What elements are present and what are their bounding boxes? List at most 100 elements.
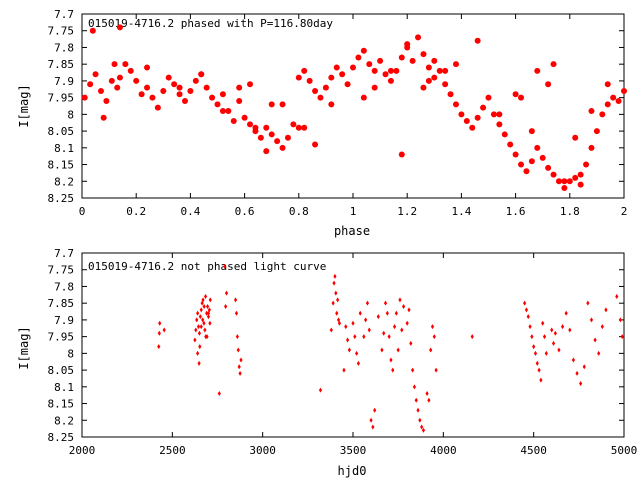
unphased-data-point [539, 377, 543, 383]
unphased-y-tick-label: 7.9 [54, 314, 74, 327]
phased-data-point [452, 101, 459, 108]
unphased-data-point [553, 330, 557, 336]
phased-data-point [518, 94, 525, 101]
phased-data-point [279, 101, 286, 108]
phased-data-point [501, 131, 508, 138]
unphased-data-point [589, 317, 594, 323]
unphased-data-point [528, 324, 532, 330]
unphased-data-point [336, 317, 341, 323]
phased-chart-title: 015019-4716.2 phased with P=116.80day [88, 17, 333, 30]
phased-data-point [583, 161, 590, 168]
phased-data-point [528, 158, 535, 165]
phased-data-point [355, 54, 362, 61]
unphased-data-point [401, 304, 406, 310]
phased-data-point [295, 124, 302, 131]
phased-data-point [301, 124, 308, 131]
unphased-data-point [332, 280, 336, 286]
unphased-y-tick-label: 7.85 [48, 297, 75, 310]
unphased-x-tick-label: 4500 [520, 444, 547, 457]
phased-x-tick-label: 1.2 [397, 205, 417, 218]
unphased-data-point [414, 397, 418, 403]
phased-data-point [263, 148, 270, 155]
phased-data-point [97, 87, 104, 94]
phased-data-point [447, 91, 454, 98]
unphased-data-point [198, 344, 202, 350]
unphased-data-point [233, 297, 238, 303]
unphased-data-point [425, 391, 429, 397]
phased-data-point [241, 114, 248, 121]
unphased-data-point [523, 300, 527, 306]
phased-data-point [572, 174, 579, 181]
unphased-y-tick-label: 8.25 [48, 431, 75, 444]
phased-y-tick-label: 7.7 [54, 8, 74, 21]
unphased-data-point [236, 347, 240, 353]
phased-data-point [176, 84, 183, 91]
unphased-y-tick-label: 8.15 [48, 398, 75, 411]
phased-data-point [149, 94, 156, 101]
unphased-data-point [356, 360, 361, 366]
phased-data-point [539, 154, 546, 161]
phased-data-point [512, 151, 519, 158]
phased-data-point [534, 144, 541, 151]
phased-data-point [588, 144, 595, 151]
unphased-data-point [238, 370, 242, 376]
phased-data-point [485, 94, 492, 101]
unphased-data-point [427, 397, 431, 403]
unphased-data-point [429, 347, 433, 353]
phased-data-point [350, 64, 356, 71]
unphased-data-point [568, 327, 572, 333]
unphased-data-point [208, 320, 212, 326]
phased-data-point [490, 111, 497, 118]
phased-data-point [344, 81, 351, 88]
unphased-data-point [193, 337, 197, 343]
unphased-data-point [205, 304, 210, 310]
phased-data-point [181, 97, 188, 104]
phased-data-point [103, 97, 110, 104]
phased-data-point [474, 37, 481, 44]
phased-x-tick-label: 0.6 [235, 205, 255, 218]
phased-data-point [409, 57, 416, 64]
unphased-data-point [203, 327, 207, 333]
phased-data-point [496, 111, 503, 118]
unphased-data-point [533, 350, 538, 356]
phased-data-point [81, 94, 88, 101]
phased-data-point [268, 101, 275, 108]
phased-data-point [138, 91, 145, 98]
phased-data-point [192, 77, 199, 84]
unphased-data-point [470, 334, 474, 340]
phased-data-point [87, 81, 94, 88]
phased-y-tick-label: 7.9 [54, 75, 74, 88]
unphased-x-tick-label: 4000 [430, 444, 457, 457]
phased-data-point [165, 74, 172, 81]
phased-data-point [133, 77, 140, 84]
phased-data-point [154, 104, 161, 111]
unphased-data-point [333, 273, 337, 279]
phased-x-tick-label: 1.6 [506, 205, 526, 218]
phased-data-point [312, 87, 319, 94]
unphased-data-point [342, 367, 346, 373]
unphased-data-point [329, 327, 333, 333]
unphased-data-point [421, 427, 426, 433]
phased-data-point [89, 27, 96, 34]
unphased-y-tick-label: 8 [67, 347, 74, 360]
phased-data-point [274, 138, 281, 145]
unphased-data-point [418, 417, 422, 423]
phased-data-point [588, 108, 595, 115]
unphased-data-point [205, 334, 209, 340]
phased-data-point [116, 74, 123, 81]
unphased-data-point [524, 307, 529, 313]
phased-data-point [236, 84, 243, 91]
phased-data-point [328, 101, 335, 108]
unphased-data-point [560, 324, 565, 330]
phased-data-point [252, 124, 259, 131]
unphased-y-tick-label: 8.1 [54, 381, 74, 394]
unphased-data-point [385, 310, 389, 316]
phased-y-tick-label: 7.8 [54, 41, 74, 54]
phased-data-point [545, 164, 552, 171]
unphased-data-point [234, 310, 239, 316]
unphased-data-point [196, 324, 201, 330]
phased-data-point [257, 134, 264, 141]
phased-data-point [322, 84, 329, 91]
unphased-data-point [198, 314, 202, 320]
phased-data-point [160, 87, 167, 94]
